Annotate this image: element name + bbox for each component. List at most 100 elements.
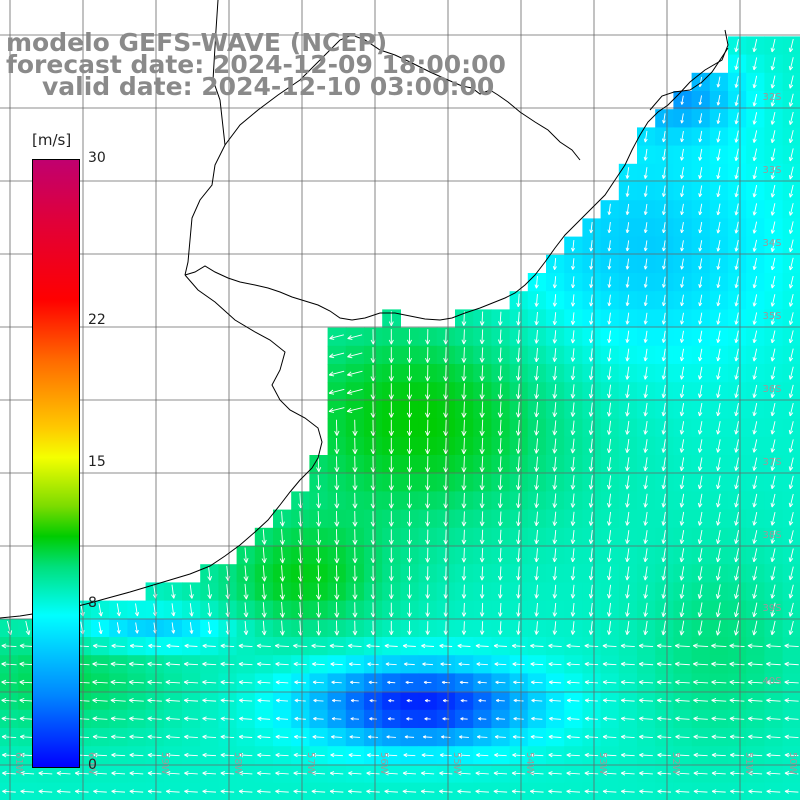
wind-arrow [2, 789, 16, 794]
wind-arrow [497, 329, 503, 345]
title-line-forecast-date: forecast date: 2024-12-09 18:00:00 [6, 50, 506, 79]
wind-arrow [425, 329, 431, 345]
wind-arrow [752, 276, 758, 289]
wind-arrow [679, 330, 685, 343]
wind-arrow [441, 680, 450, 685]
wind-arrow [788, 257, 794, 271]
wind-arrow [311, 752, 325, 758]
wind-arrow [752, 148, 758, 162]
wind-arrow [534, 438, 540, 454]
wind-arrow [752, 112, 758, 125]
wind-arrow [312, 661, 325, 667]
wind-arrow [402, 789, 417, 794]
wind-arrow [459, 680, 469, 685]
wind-arrow [788, 493, 794, 508]
wind-arrow [366, 753, 380, 758]
wind-arrow [784, 661, 799, 667]
wind-arrow [662, 258, 666, 270]
wind-arrow [516, 347, 521, 363]
wind-arrow [589, 330, 594, 344]
wind-arrow [461, 419, 467, 436]
wind-arrow [679, 439, 685, 453]
wind-arrow [698, 95, 703, 106]
wind-arrow [770, 584, 776, 599]
wind-arrow [643, 493, 648, 508]
wind-arrow [388, 365, 394, 382]
wind-arrow [697, 457, 703, 471]
wind-arrow [530, 752, 544, 758]
wind-arrow [788, 294, 794, 307]
wind-arrow [331, 735, 343, 739]
wind-arrow [534, 383, 540, 399]
wind-arrow [56, 771, 71, 776]
wind-arrow [734, 421, 739, 435]
wind-arrow [680, 294, 685, 307]
wind-arrow [770, 148, 776, 162]
wind-arrow [479, 401, 485, 418]
wind-arrow [693, 679, 709, 685]
wind-arrow [752, 511, 758, 526]
wind-arrow [443, 492, 449, 509]
wind-arrow [110, 679, 126, 685]
wind-arrow [643, 130, 648, 143]
wind-arrow [570, 330, 576, 344]
wind-arrow [388, 621, 394, 635]
wind-arrow [602, 789, 617, 794]
wind-arrow [679, 384, 685, 398]
wind-arrow [657, 734, 672, 740]
wind-arrow [513, 716, 524, 721]
wind-arrow [571, 258, 575, 270]
wind-arrow [479, 566, 485, 581]
wind-arrow [716, 148, 721, 161]
wind-arrow [734, 584, 740, 599]
wind-arrow [584, 789, 599, 794]
wind-arrow [788, 620, 794, 636]
wind-arrow [479, 492, 485, 509]
wind-arrow [661, 366, 666, 380]
wind-arrow [346, 388, 363, 395]
wind-arrow [552, 475, 558, 490]
wind-arrow [784, 752, 799, 758]
wind-arrow [534, 566, 539, 581]
wind-arrow [406, 474, 413, 491]
wind-arrow [748, 752, 763, 758]
wind-arrow [784, 679, 799, 685]
wind-arrow [584, 698, 598, 703]
wind-arrow [184, 716, 198, 722]
wind-arrow [461, 548, 467, 563]
wind-arrow [661, 620, 667, 636]
wind-arrow [643, 148, 648, 161]
wind-arrow [98, 621, 103, 635]
wind-arrow [334, 529, 340, 545]
wind-arrow [512, 662, 525, 667]
wind-arrow [607, 276, 612, 288]
wind-arrow [256, 643, 271, 649]
lat-label-40S: 40S [762, 676, 781, 687]
wind-arrow [479, 584, 485, 599]
wind-arrow [279, 547, 285, 564]
wind-arrow [515, 401, 521, 418]
wind-arrow [752, 475, 758, 490]
wind-arrow [479, 311, 485, 326]
wind-arrow [498, 602, 503, 617]
wind-arrow [293, 661, 307, 667]
wind-arrow [693, 643, 709, 649]
wind-arrow [165, 661, 180, 667]
wind-arrow [407, 602, 412, 617]
wind-arrow [534, 511, 540, 527]
wind-arrow [552, 312, 557, 326]
wind-arrow [329, 771, 344, 776]
wind-arrow [552, 384, 558, 399]
wind-arrow [316, 511, 322, 527]
wind-arrow [606, 457, 612, 472]
colorbar-tick-30: 30 [88, 150, 106, 166]
wind-arrow [752, 94, 758, 107]
wind-arrow [552, 294, 557, 307]
lon-label-56W: 56W [378, 752, 389, 775]
wind-arrow [220, 698, 235, 703]
wind-arrow [607, 240, 612, 252]
wind-arrow [548, 661, 562, 667]
wind-arrow [788, 239, 794, 253]
wind-arrow [679, 493, 685, 508]
wind-arrow [639, 752, 653, 758]
